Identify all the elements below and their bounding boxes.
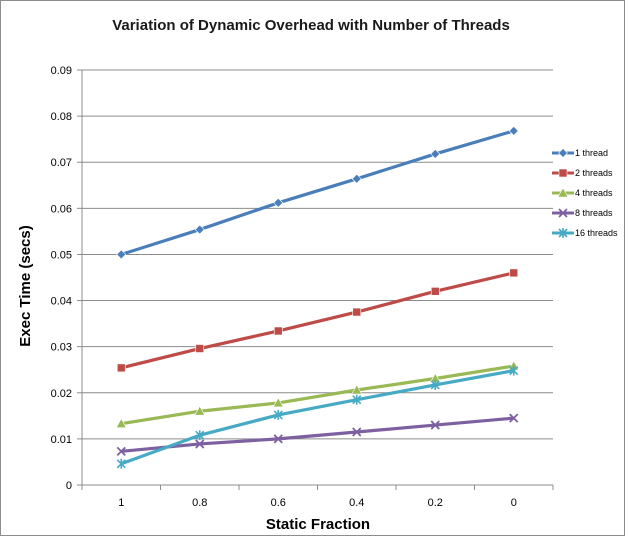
series-layer — [115, 125, 520, 469]
y-tick-label: 0.09 — [51, 65, 72, 77]
data-point — [273, 409, 283, 420]
legend-label: 16 threads — [575, 228, 618, 238]
series-4-threads — [115, 360, 520, 428]
legend-label: 8 threads — [575, 208, 613, 218]
y-tick-label: 0.03 — [51, 342, 72, 354]
data-point — [115, 418, 127, 428]
y-tick-label: 0.01 — [51, 434, 72, 446]
data-point — [352, 307, 362, 317]
x-tick-label: 1 — [118, 497, 124, 509]
series-line — [120, 129, 515, 256]
data-point — [352, 394, 362, 405]
series-1-thread — [116, 125, 519, 260]
x-tick-label: 0.6 — [271, 497, 286, 509]
data-point — [430, 379, 440, 390]
data-point — [273, 434, 283, 444]
data-point — [273, 326, 283, 336]
y-tick-label: 0.07 — [51, 157, 72, 169]
data-point — [509, 365, 519, 376]
data-point — [430, 420, 440, 430]
legend-item: 16 threads — [552, 228, 618, 238]
series-16-threads — [116, 365, 519, 469]
x-tick-labels: 1 0.8 0.6 0.4 0.2 0 — [118, 497, 517, 509]
data-point — [272, 397, 284, 408]
series-line — [121, 416, 514, 453]
x-tick-label: 0.4 — [349, 497, 364, 509]
legend-item: 8 threads — [552, 208, 613, 218]
data-point — [194, 405, 206, 416]
legend: 1 thread 2 threads 4 threads 8 threads 16 th… — [552, 148, 618, 238]
axes — [81, 70, 554, 490]
data-point — [509, 268, 519, 278]
data-point — [273, 197, 284, 208]
y-tick-label: 0 — [66, 480, 72, 492]
data-point — [558, 168, 568, 178]
data-point — [195, 344, 205, 353]
y-axis-title: Exec Time (secs) — [17, 225, 34, 346]
data-point — [430, 287, 440, 296]
series-8-threads — [116, 413, 519, 456]
series-line — [120, 364, 515, 426]
data-point — [508, 125, 519, 136]
y-tick-label: 0.05 — [51, 249, 72, 261]
y-tick-labels: 0 0.01 0.02 0.03 0.04 0.05 0.06 0.07 0.08 0.09 — [51, 65, 72, 492]
data-point — [116, 363, 126, 373]
data-point — [116, 458, 126, 469]
data-point — [116, 446, 126, 456]
data-point — [194, 224, 205, 235]
data-point — [351, 173, 362, 184]
data-point — [352, 427, 362, 437]
y-tick-label: 0.08 — [51, 111, 72, 123]
y-tick-label: 0.04 — [51, 296, 72, 308]
y-tick-label: 0.02 — [51, 388, 72, 400]
legend-label: 1 thread — [575, 148, 608, 158]
data-point — [558, 208, 568, 218]
chart-title: Variation of Dynamic Overhead with Numbe… — [112, 17, 510, 34]
legend-item: 4 threads — [552, 187, 613, 198]
data-point — [558, 228, 568, 238]
legend-item: 1 thread — [552, 148, 608, 158]
data-point — [195, 439, 205, 449]
series-line — [120, 369, 515, 466]
series-2-threads — [116, 268, 519, 373]
x-tick-label: 0.2 — [428, 497, 443, 509]
legend-label: 4 threads — [575, 188, 613, 198]
x-axis-title: Static Fraction — [266, 516, 370, 533]
data-point — [116, 249, 127, 260]
legend-label: 2 threads — [575, 168, 613, 178]
legend-item: 2 threads — [552, 168, 613, 178]
data-point — [351, 384, 363, 395]
x-tick-label: 0 — [511, 497, 517, 509]
gridlines — [77, 69, 553, 486]
data-point — [430, 148, 441, 159]
x-tick-label: 0.8 — [192, 497, 207, 509]
data-point — [509, 413, 519, 423]
data-point — [558, 148, 568, 158]
series-line — [120, 271, 515, 370]
y-tick-label: 0.06 — [51, 203, 72, 215]
data-point — [557, 187, 569, 198]
data-point — [195, 430, 205, 441]
